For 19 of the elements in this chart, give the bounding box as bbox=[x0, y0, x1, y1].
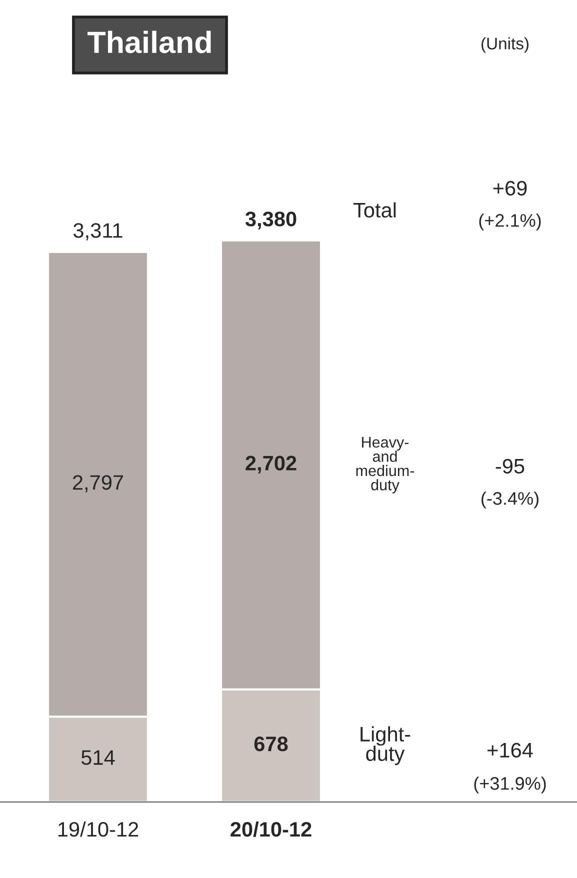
text: (+31.9%) bbox=[474, 776, 546, 794]
x-tick-label: 19/10-12 bbox=[58, 821, 138, 837]
text: (+2.1%) bbox=[479, 214, 541, 230]
data-label: 2,702 bbox=[246, 456, 296, 474]
data-label: 2,797 bbox=[72, 475, 124, 492]
text: +164 bbox=[488, 742, 533, 758]
chart-title: Thailand bbox=[88, 30, 211, 54]
text: -95 bbox=[496, 458, 524, 474]
text: (Units) bbox=[482, 37, 529, 53]
data-label: 514 bbox=[81, 750, 115, 765]
total-label: 3,380 bbox=[245, 212, 296, 230]
data-label: 678 bbox=[254, 736, 288, 752]
series-label: Light- duty bbox=[360, 726, 410, 766]
text: Heavy- and medium- duty bbox=[356, 436, 414, 494]
x-tick-label: 20/10-12 bbox=[230, 821, 312, 837]
total-label: 3,311 bbox=[74, 223, 122, 240]
text: Total bbox=[353, 202, 396, 218]
text: (-3.4%) bbox=[482, 492, 538, 508]
text: +69 bbox=[493, 180, 527, 196]
